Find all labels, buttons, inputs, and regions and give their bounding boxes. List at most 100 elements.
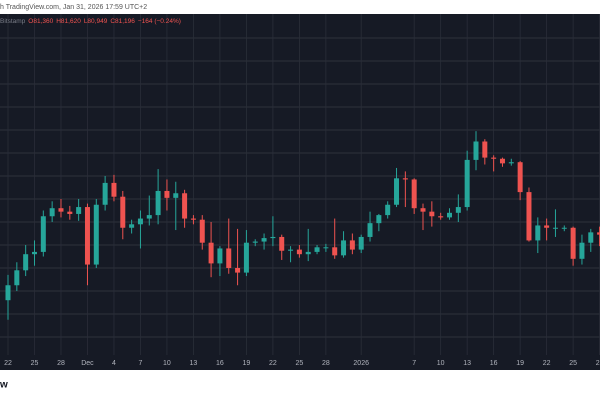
candle-body xyxy=(164,190,170,198)
x-tick-label: 10 xyxy=(163,360,171,367)
x-tick-label: 13 xyxy=(463,360,471,367)
candle-body xyxy=(31,251,37,255)
candle-body xyxy=(570,227,576,259)
candle-body xyxy=(429,211,435,217)
x-tick-label: 25 xyxy=(569,360,577,367)
candle-body xyxy=(464,159,470,208)
candle-body xyxy=(367,223,373,237)
x-tick-label: 28 xyxy=(322,360,330,367)
candle-body xyxy=(394,178,400,205)
candle-body xyxy=(402,178,408,180)
candle-body xyxy=(67,211,73,214)
candle-body xyxy=(420,208,426,212)
candle-body xyxy=(155,190,161,216)
x-tick-label: 7 xyxy=(412,360,416,367)
candle-body xyxy=(199,219,205,243)
candle-body xyxy=(535,225,541,241)
x-tick-label: 25 xyxy=(31,360,39,367)
candle-body xyxy=(376,215,382,224)
candle-body xyxy=(137,218,143,225)
x-tick-label: 7 xyxy=(138,360,142,367)
candle-body xyxy=(597,232,600,235)
x-tick-label: 28 xyxy=(57,360,65,367)
x-tick-label: 22 xyxy=(4,360,12,367)
candle-body xyxy=(588,232,594,243)
candle-body xyxy=(552,227,558,229)
x-tick-label: 25 xyxy=(295,360,303,367)
x-tick-label: 4 xyxy=(112,360,116,367)
candle-body xyxy=(438,216,444,218)
legend-item: Bitstamp xyxy=(0,18,26,25)
x-tick-label: Dec xyxy=(81,360,94,367)
candle-body xyxy=(58,208,64,212)
x-tick-label: 13 xyxy=(190,360,198,367)
candle-body xyxy=(111,182,117,197)
legend-item: C81,196 xyxy=(110,18,135,25)
candle-body xyxy=(182,193,188,219)
candle-body xyxy=(76,207,82,214)
x-tick-label: 10 xyxy=(437,360,445,367)
candle-body xyxy=(332,247,338,256)
legend-item: O81,360 xyxy=(28,18,53,25)
candle-body xyxy=(14,270,20,286)
x-tick-label: 22 xyxy=(543,360,551,367)
x-tick-label: 19 xyxy=(243,360,251,367)
candle-body xyxy=(508,162,514,164)
candle-body xyxy=(526,192,532,241)
candle-body xyxy=(40,216,46,252)
candle-body xyxy=(173,193,179,198)
x-tick-label: 16 xyxy=(490,360,498,367)
candle-body xyxy=(279,236,285,251)
candle-body xyxy=(129,224,135,228)
candle-body xyxy=(358,236,364,250)
legend-item: −164 (−0.24%) xyxy=(138,18,181,25)
candle-body xyxy=(146,215,152,219)
candle-body xyxy=(84,207,90,265)
candle-body xyxy=(120,196,126,228)
candle-body xyxy=(93,204,99,265)
candle-body xyxy=(323,247,329,249)
header-bar xyxy=(0,0,600,14)
candle-body xyxy=(349,240,355,250)
time-axis xyxy=(0,355,600,370)
candle-body xyxy=(561,227,567,229)
candle-body xyxy=(5,285,11,301)
candle-body xyxy=(252,241,258,243)
candle-body xyxy=(579,242,585,259)
candle-body xyxy=(341,240,347,256)
legend-item: H81,620 xyxy=(56,18,81,25)
legend-item: L80,949 xyxy=(84,18,108,25)
candle-body xyxy=(217,248,223,264)
candle-body xyxy=(261,238,267,242)
candle-body xyxy=(455,207,461,213)
candle-body xyxy=(243,242,249,273)
x-tick-label: 28 xyxy=(596,360,600,367)
candle-body xyxy=(544,225,550,228)
candle-body xyxy=(102,182,108,205)
x-tick-label: 16 xyxy=(216,360,224,367)
candle-body xyxy=(517,162,523,193)
candle-body xyxy=(499,158,505,164)
legend: Bitstamp O81,360 H81,620 L80,949 C81,196 −164… xyxy=(0,18,181,25)
candle-body xyxy=(235,268,241,273)
candle-body xyxy=(190,218,196,220)
candle-body xyxy=(473,141,479,160)
candle-body xyxy=(49,208,55,217)
x-tick-label: 22 xyxy=(269,360,277,367)
candle-body xyxy=(305,251,311,255)
candle-body xyxy=(288,249,294,251)
candle-body xyxy=(208,242,214,264)
candle-body xyxy=(314,247,320,252)
candle-body xyxy=(23,254,29,271)
candle-body xyxy=(270,236,276,239)
header-text: h TradingView.com, Jan 31, 2026 17:59 UT… xyxy=(0,4,147,11)
candle-body xyxy=(385,204,391,216)
candle-body xyxy=(296,249,302,255)
candle-body xyxy=(482,141,488,158)
chart-area xyxy=(0,14,600,370)
x-tick-label: 19 xyxy=(516,360,524,367)
x-tick-label: 2026 xyxy=(353,360,369,367)
candle-body xyxy=(491,157,497,159)
